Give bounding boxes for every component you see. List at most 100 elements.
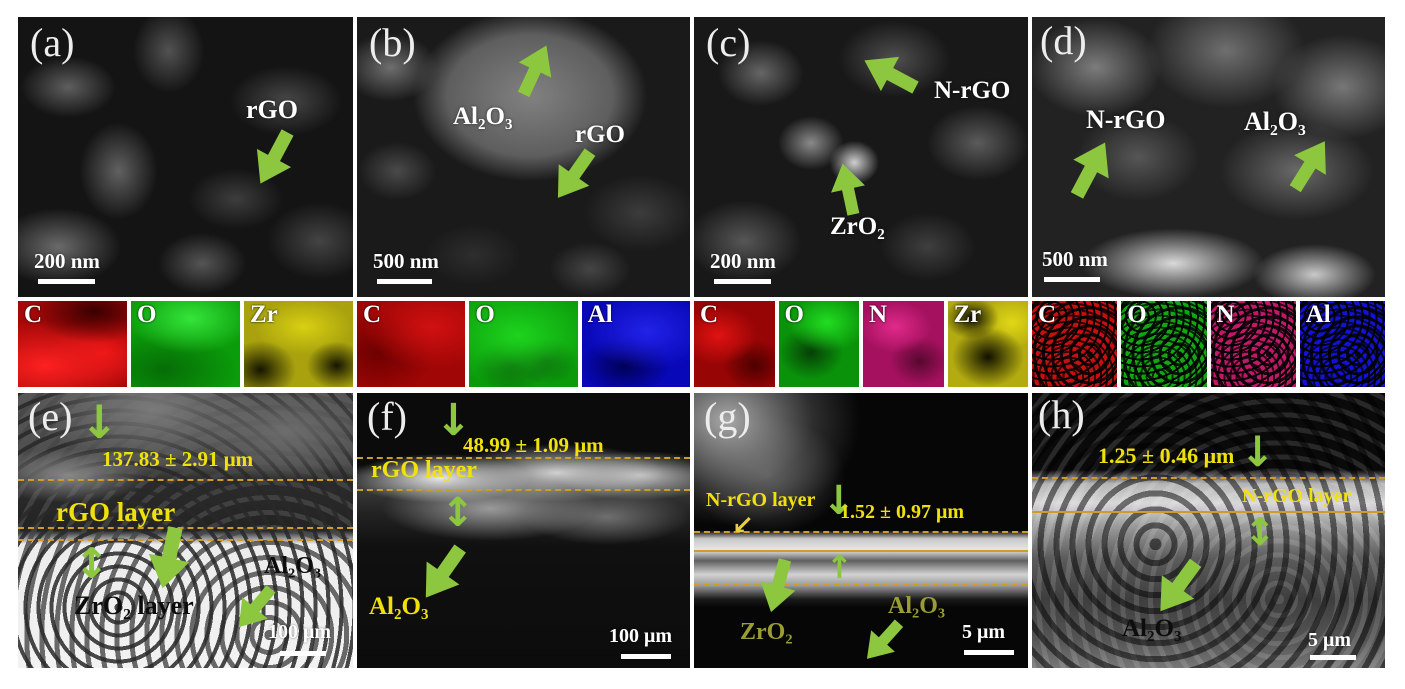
cross-section-panel-e: (e) ↓ 137.83 ± 2.91 μm rGO layer ↕ ZrO₂ … [18, 393, 353, 668]
element-label: N [1216, 301, 1235, 328]
material-label: Al₂O₃ [369, 593, 429, 620]
scale-bar [1044, 277, 1100, 282]
thickness-measurement: 1.25 ± 0.46 μm [1098, 443, 1235, 468]
eds-map-row-b: C O Al [357, 301, 690, 387]
material-label: Al₂O₃ [264, 553, 322, 579]
element-label: O [137, 301, 157, 328]
layer-boundary-line [694, 550, 1028, 552]
element-label: Al [587, 301, 613, 328]
arrow-icon [1160, 558, 1202, 612]
thickness-measurement: 48.99 ± 1.09 μm [463, 433, 604, 457]
cross-section-panel-f: (f) ↓ 48.99 ± 1.09 μm rGO layer ↕ Al₂O₃ … [357, 393, 690, 668]
material-label: Al₂O₃ [888, 593, 946, 619]
layer-label: N-rGO layer [706, 489, 816, 511]
updown-arrow-icon: ↕ [1244, 510, 1276, 554]
scale-bar-label: 200 nm [710, 249, 776, 273]
arrow-icon [866, 619, 904, 659]
material-label: Al₂O₃ [453, 103, 513, 130]
arrow-icon [238, 585, 276, 628]
layer-boundary-line [1032, 477, 1385, 479]
material-label: ZrO₂ [740, 619, 793, 645]
material-label: ZrO₂ [830, 213, 885, 240]
layer-boundary-line [18, 479, 353, 481]
element-label: Zr [953, 301, 982, 328]
scale-bar [38, 279, 95, 284]
scale-bar-label: 100 μm [268, 621, 331, 643]
arrow-icon [760, 558, 796, 613]
arrow-icon [425, 544, 466, 598]
cross-section-panel-h: (h) 1.25 ± 0.46 μm ↓ N-rGO layer ↕ Al₂O₃… [1032, 393, 1385, 668]
material-label: N-rGO [934, 77, 1011, 104]
updown-arrow-icon: ↕ [74, 539, 110, 588]
cross-section-panel-g: (g) N-rGO layer ↙ ↓ 1.52 ± 0.97 μm ↑ ZrO… [694, 393, 1028, 668]
layer-boundary-line [694, 531, 1028, 533]
arrow-icon [256, 129, 294, 184]
arrow-icon [864, 56, 919, 94]
pointer-arrow-icon: ↙ [732, 511, 754, 541]
updown-arrow-icon: ↕ [441, 490, 475, 536]
down-arrow-icon: ↓ [822, 478, 856, 524]
material-label: Al₂O₃ [1244, 107, 1306, 136]
layer-boundary-line [18, 527, 353, 529]
panel-letter: (c) [706, 20, 751, 65]
eds-map-zirconium: Zr [947, 301, 1028, 387]
eds-map-row-d: C O N Al [1032, 301, 1385, 387]
sem-panel-d: (d) N-rGO Al₂O₃ 500 nm [1032, 17, 1385, 297]
arrow-icon [517, 45, 552, 98]
element-label: O [1127, 301, 1147, 328]
material-label: Al₂O₃ [1122, 615, 1182, 642]
eds-map-row-c: C O N Zr [694, 301, 1028, 387]
layer-boundary-line [357, 489, 690, 491]
scale-bar-label: 500 nm [373, 249, 439, 273]
arrow-icon [1070, 142, 1109, 199]
eds-map-oxygen: O [1121, 301, 1207, 387]
element-label: C [1038, 301, 1057, 328]
scale-bar [621, 654, 671, 659]
scale-bar-label: 5 μm [1308, 629, 1351, 651]
down-arrow-icon: ↓ [435, 395, 472, 446]
scale-bar-label: 5 μm [962, 621, 1005, 643]
arrow-icon [557, 148, 596, 198]
sem-panel-b: (b) Al₂O₃ rGO 500 nm [357, 17, 690, 297]
material-label: N-rGO [1086, 105, 1166, 134]
scale-bar [377, 279, 432, 284]
element-label: N [869, 301, 888, 328]
thickness-measurement: 137.83 ± 2.91 μm [102, 447, 254, 471]
sem-micrograph [1032, 393, 1385, 668]
up-arrow-icon: ↑ [826, 548, 853, 586]
scale-bar-label: 100 μm [609, 625, 672, 647]
element-label: C [700, 301, 719, 328]
layer-boundary-line [1032, 511, 1385, 513]
panel-letter: (e) [28, 394, 73, 439]
eds-map-oxygen: O [131, 301, 240, 387]
layer-label: N-rGO layer [1242, 485, 1352, 507]
eds-map-carbon: C [694, 301, 775, 387]
element-label: C [363, 301, 382, 328]
panel-letter: (a) [30, 20, 75, 65]
panel-letter: (f) [367, 394, 407, 439]
panel-letter: (g) [704, 394, 751, 439]
element-label: Al [1305, 301, 1331, 328]
element-label: C [24, 301, 43, 328]
element-label: O [784, 301, 804, 328]
eds-map-zirconium: Zr [244, 301, 353, 387]
sem-micrograph [694, 393, 1028, 668]
scale-bar [280, 651, 326, 656]
arrow-icon [1289, 141, 1326, 193]
sem-micrograph [18, 393, 353, 668]
material-label: ZrO₂ layer [74, 591, 194, 620]
panel-letter: (b) [369, 20, 416, 65]
element-label: Zr [250, 301, 278, 328]
sem-panel-a: (a) rGO 200 nm [18, 17, 353, 297]
eds-map-nitrogen: N [863, 301, 944, 387]
layer-label: rGO layer [56, 497, 176, 527]
scale-bar [714, 279, 771, 284]
scale-bar-label: 200 nm [34, 249, 100, 273]
thickness-measurement: 1.52 ± 0.97 μm [840, 501, 964, 523]
material-label: rGO [575, 121, 625, 148]
eds-map-aluminium: Al [1299, 301, 1385, 387]
sem-micrograph [357, 393, 690, 668]
eds-map-nitrogen: N [1210, 301, 1296, 387]
eds-map-carbon: C [18, 301, 127, 387]
